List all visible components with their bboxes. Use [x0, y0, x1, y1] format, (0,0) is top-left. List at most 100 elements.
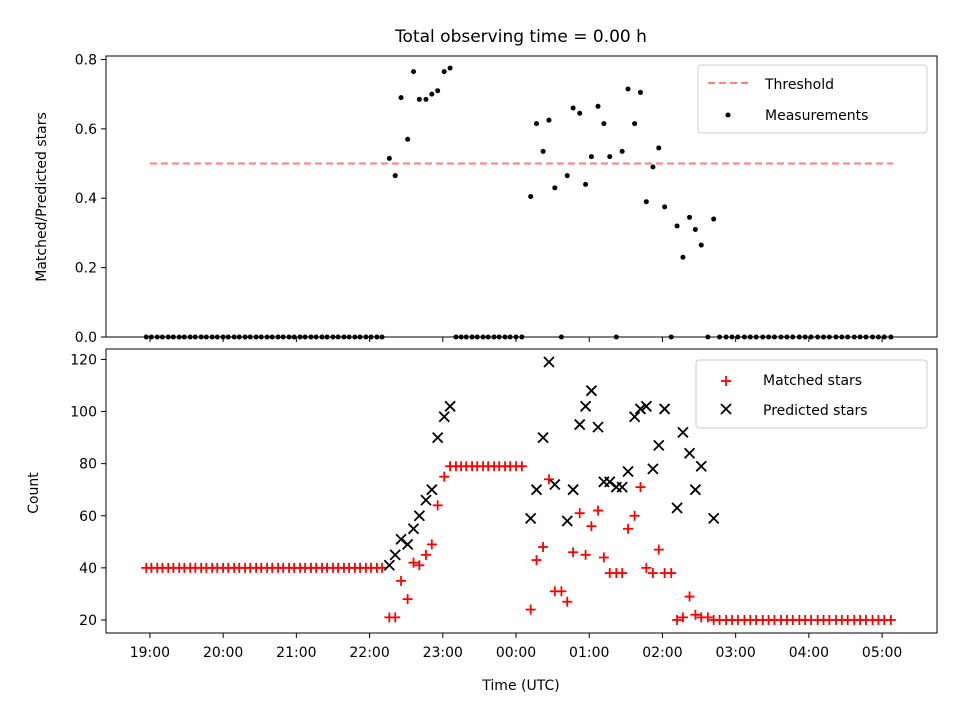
predicted-star-point — [537, 431, 549, 444]
top-y-tick-label: 0.2 — [75, 261, 97, 277]
predicted-star-point — [530, 484, 543, 496]
matched-star-point — [702, 612, 713, 623]
predicted-star-point — [549, 478, 561, 491]
legend-measurements-swatch — [725, 112, 731, 118]
matched-star-point — [580, 549, 591, 560]
top-y-tick-label: 0.0 — [75, 330, 97, 346]
bottom-x-ticks: 19:00 20:00 21:00 22:00 23:00 00:00 01:00 02:00… — [130, 633, 902, 661]
predicted-star-point — [634, 403, 647, 415]
top-y-axis-label: Matched/Predicted stars — [34, 112, 50, 282]
matched-star-point — [574, 508, 585, 519]
predicted-star-point — [567, 484, 579, 496]
matched-star-point — [617, 568, 628, 579]
bottom-y-tick-label: 40 — [79, 561, 97, 577]
top-panel: Total observing time = 0.00 h 0.0 0.2 0.4 0… — [34, 27, 938, 346]
legend-predicted-label: Predicted stars — [763, 403, 868, 419]
top-y-tick-label: 0.4 — [75, 191, 97, 207]
bottom-x-tick-label: 00:00 — [496, 645, 536, 661]
measurement-point — [662, 204, 668, 210]
top-y-tick-label: 0.8 — [75, 52, 97, 68]
bottom-x-tick-label: 23:00 — [423, 645, 463, 661]
bottom-x-tick-label: 03:00 — [715, 645, 755, 661]
matched-star-point — [377, 562, 388, 573]
predicted-star-point — [413, 510, 426, 522]
predicted-star-point — [389, 549, 401, 561]
bottom-x-tick-label: 21:00 — [276, 645, 316, 661]
predicted-star-points — [383, 356, 720, 571]
matched-star-point — [408, 557, 419, 568]
predicted-star-point — [402, 538, 414, 551]
predicted-star-point — [640, 400, 652, 412]
measurement-point — [429, 91, 435, 97]
measurement-point — [601, 121, 607, 127]
bottom-x-tick-label: 19:00 — [130, 645, 170, 661]
bottom-y-tick-label: 120 — [70, 352, 97, 368]
matched-star-point — [543, 474, 554, 485]
measurement-point — [552, 185, 558, 191]
matched-star-point — [390, 612, 401, 623]
predicted-star-point — [574, 418, 586, 431]
predicted-star-point — [604, 476, 616, 488]
matched-star-point — [666, 568, 677, 579]
top-legend-box — [697, 64, 928, 134]
measurement-point — [570, 105, 576, 111]
legend-predicted-swatch — [720, 403, 732, 415]
measurement-point — [680, 254, 686, 260]
predicted-star-point — [628, 411, 641, 423]
bottom-panel: 20 40 60 80 100 120 19:00 20:00 21:00 22:00 23:00… — [26, 348, 938, 694]
predicted-star-point — [683, 447, 696, 459]
matched-star-point — [598, 552, 609, 563]
top-x-tick-marks — [149, 337, 883, 342]
matched-star-point — [684, 591, 695, 602]
bottom-plot-frame — [105, 348, 938, 634]
matched-star-point — [641, 562, 652, 573]
predicted-star-point — [420, 494, 432, 506]
matched-star-point — [516, 461, 527, 472]
predicted-star-point — [708, 512, 720, 524]
matched-star-point — [568, 547, 579, 558]
measurement-point — [607, 154, 613, 160]
matched-star-point — [677, 612, 688, 623]
matched-star-point — [426, 539, 437, 550]
predicted-star-point — [689, 484, 702, 496]
predicted-star-point — [653, 439, 665, 452]
predicted-star-point — [592, 421, 604, 433]
predicted-star-point — [383, 559, 395, 571]
measurement-point — [411, 69, 417, 75]
matched-star-point — [623, 523, 634, 534]
measurement-point — [546, 117, 552, 123]
bottom-legend-box — [695, 359, 928, 429]
predicted-star-point — [671, 502, 683, 514]
measurement-point — [692, 226, 698, 232]
chart-title: Total observing time = 0.00 h — [394, 27, 647, 47]
matched-star-point — [531, 555, 542, 566]
measurement-point — [447, 65, 453, 71]
predicted-star-point — [585, 385, 598, 397]
measurement-point — [619, 148, 625, 154]
matched-star-point — [635, 482, 646, 493]
predicted-star-point — [438, 411, 450, 423]
top-y-ticks: 0.0 0.2 0.4 0.6 0.8 — [75, 52, 106, 346]
predicted-star-point — [616, 481, 628, 493]
predicted-star-point — [561, 515, 573, 527]
predicted-star-point — [395, 533, 407, 545]
measurement-point — [656, 145, 662, 151]
measurement-point — [637, 89, 643, 95]
measurement-point — [386, 155, 392, 161]
bottom-x-tick-label: 05:00 — [862, 645, 902, 661]
predicted-star-point — [659, 403, 671, 415]
top-plot-frame — [105, 55, 938, 338]
bottom-x-tick-label: 01:00 — [569, 645, 609, 661]
predicted-star-point — [677, 426, 689, 439]
measurement-point — [698, 242, 704, 248]
legend-matched-label: Matched stars — [763, 373, 862, 389]
bottom-x-axis-label: Time (UTC) — [481, 678, 559, 694]
predicted-star-point — [407, 523, 420, 535]
measurement-point — [588, 154, 594, 160]
bottom-y-tick-label: 20 — [79, 613, 97, 629]
matched-star-point — [420, 549, 431, 560]
measurement-point — [435, 88, 441, 94]
bottom-x-tick-label: 04:00 — [789, 645, 829, 661]
measurement-point — [540, 148, 546, 154]
